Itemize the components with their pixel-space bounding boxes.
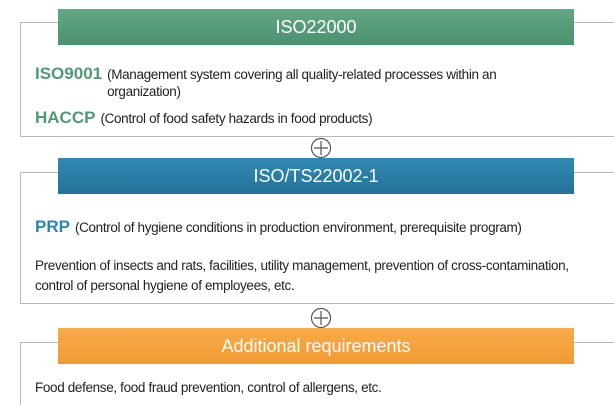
item-term: PRP [35, 217, 70, 236]
item: ISO9001 (Management system covering all … [35, 64, 562, 100]
plus-icon [310, 137, 332, 159]
item: PRP (Control of hygiene conditions in pr… [35, 217, 575, 237]
section-note: Food defense, food fraud prevention, con… [35, 380, 382, 395]
item: HACCP (Control of food safety hazards in… [35, 108, 373, 128]
section-banner: ISO/TS22002-1 [58, 158, 574, 194]
plus-icon [310, 307, 332, 329]
item-description: (Control of food safety hazards in food … [100, 111, 373, 126]
item-description: (Control of hygiene conditions in produc… [74, 220, 522, 235]
item-term: ISO9001 [35, 64, 103, 83]
section-banner: Additional requirements [58, 328, 574, 364]
item-description: (Management system covering all quality-… [107, 67, 497, 99]
section-note: Prevention of insects and rats, faciliti… [35, 258, 569, 293]
item-term: HACCP [35, 108, 96, 127]
section-banner: ISO22000 [58, 9, 574, 45]
